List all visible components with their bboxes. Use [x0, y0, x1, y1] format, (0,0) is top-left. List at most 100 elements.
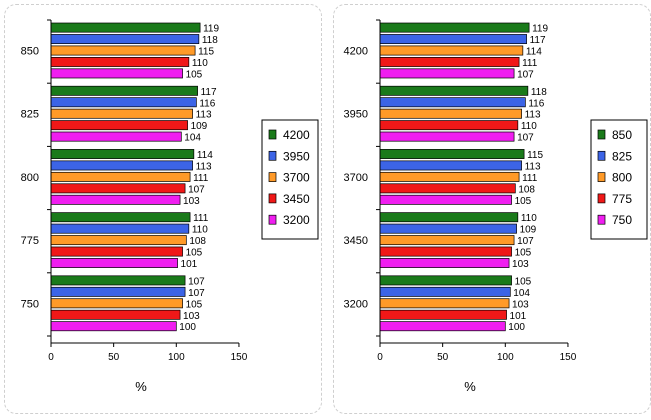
data-label-825-3200: 104: [184, 133, 201, 144]
bar-750-4200: [50, 275, 186, 286]
x-tick-label-0: 0: [48, 352, 54, 363]
x-axis-title: %: [464, 379, 476, 394]
legend-label-825: 825: [612, 149, 632, 163]
bar-3950-825: [379, 97, 526, 108]
bar-850-3950: [50, 34, 200, 45]
legend-label-3200: 3200: [283, 213, 310, 227]
category-label-3700: 3700: [344, 172, 368, 184]
data-label-4200-825: 117: [530, 35, 546, 46]
data-label-4200-800: 114: [526, 47, 542, 58]
data-label-775-3950: 110: [192, 225, 208, 236]
data-label-3200-775: 101: [510, 311, 527, 322]
legend-swatch-3700: [268, 172, 277, 182]
x-tick-label-150: 150: [231, 352, 248, 363]
bar-800-3200: [50, 194, 181, 205]
bar-800-3700: [50, 171, 191, 182]
x-tick-label-50: 50: [108, 352, 120, 363]
category-label-750: 750: [21, 298, 39, 310]
data-label-850-3700: 115: [198, 47, 214, 58]
category-label-3950: 3950: [344, 109, 368, 121]
data-label-775-3200: 101: [181, 259, 198, 270]
data-label-3950-850: 118: [531, 87, 547, 98]
bar-4200-850: [379, 22, 530, 33]
bar-800-3450: [50, 183, 186, 194]
bar-3450-750: [379, 258, 510, 268]
bar-3700-775: [379, 183, 516, 194]
bar-4200-825: [379, 34, 527, 45]
data-label-3200-750: 100: [508, 322, 525, 333]
bar-825-3200: [50, 131, 182, 142]
data-label-825-4200: 117: [201, 87, 217, 98]
x-tick-label-100: 100: [168, 352, 185, 363]
bar-850-3200: [50, 68, 183, 79]
data-label-3200-825: 104: [513, 288, 530, 299]
data-label-3700-750: 105: [515, 196, 532, 207]
legend-swatch-850: [597, 129, 606, 140]
legend-swatch-800: [597, 172, 606, 182]
category-label-3450: 3450: [344, 235, 368, 247]
bar-800-3950: [50, 160, 193, 171]
legend-label-850: 850: [612, 128, 632, 142]
bar-4200-750: [379, 68, 515, 79]
data-label-3700-850: 115: [527, 150, 543, 161]
bar-chart-right: 1191171141111074200118116113110107395011…: [344, 19, 648, 394]
bar-825-3950: [50, 97, 197, 108]
data-label-3950-800: 113: [525, 110, 541, 121]
data-label-3450-750: 103: [512, 259, 529, 270]
bar-3950-775: [379, 120, 519, 131]
data-label-825-3450: 109: [191, 121, 208, 132]
legend-label-3950: 3950: [283, 149, 310, 163]
data-label-800-3950: 113: [196, 161, 212, 172]
bar-4200-800: [379, 45, 524, 56]
data-label-3200-800: 103: [512, 299, 529, 310]
data-label-800-4200: 114: [197, 150, 213, 161]
data-label-3700-775: 108: [518, 184, 535, 195]
legend-label-4200: 4200: [283, 128, 310, 142]
bar-775-3950: [50, 223, 190, 234]
data-label-750-3200: 100: [179, 322, 196, 333]
category-label-850: 850: [21, 46, 39, 58]
bar-825-3450: [50, 120, 188, 131]
x-tick-label-0: 0: [377, 352, 383, 363]
bar-800-4200: [50, 149, 195, 159]
bar-3700-800: [379, 171, 520, 182]
bar-3450-800: [379, 235, 515, 246]
bar-775-4200: [50, 212, 191, 223]
data-label-850-3450: 110: [192, 58, 208, 69]
bar-3950-750: [379, 131, 515, 142]
bar-750-3200: [50, 321, 177, 332]
data-label-750-4200: 107: [188, 276, 205, 287]
category-label-4200: 4200: [344, 46, 368, 58]
legend-label-800: 800: [612, 171, 632, 185]
bar-3200-750: [379, 321, 506, 332]
legend-swatch-750: [597, 214, 606, 225]
data-label-3450-775: 105: [515, 248, 532, 259]
x-tick-label-50: 50: [437, 352, 449, 363]
bar-4200-775: [379, 56, 520, 67]
data-label-3700-800: 111: [522, 173, 538, 184]
legend-swatch-3950: [268, 150, 277, 161]
bar-3450-825: [379, 223, 517, 234]
x-tick-label-100: 100: [497, 352, 514, 363]
data-label-800-3700: 111: [193, 173, 209, 184]
bar-chart-left: 1191181151101058501171161131091048251141…: [21, 19, 319, 394]
data-label-825-3700: 113: [196, 110, 212, 121]
legend-swatch-3450: [268, 193, 277, 204]
bar-3200-850: [379, 275, 512, 286]
data-label-3200-850: 105: [515, 276, 532, 287]
bar-825-4200: [50, 85, 198, 96]
data-label-3950-750: 107: [517, 133, 534, 144]
data-label-850-3950: 118: [202, 35, 218, 46]
category-label-3200: 3200: [344, 298, 368, 310]
bar-3200-775: [379, 309, 507, 320]
legend-label-775: 775: [612, 192, 632, 206]
data-label-850-3200: 105: [186, 69, 203, 80]
data-label-3700-825: 113: [525, 161, 541, 172]
x-tick-label-150: 150: [560, 352, 577, 363]
chart-panel-left: 119 118 115 110 105 850 117 116 113 109 104 825 114 1…: [4, 4, 322, 414]
bar-825-3700: [50, 108, 193, 119]
category-label-800: 800: [21, 172, 39, 184]
bar-3450-775: [379, 246, 512, 257]
data-label-800-3450: 107: [188, 184, 205, 195]
data-label-4200-850: 119: [532, 24, 548, 35]
